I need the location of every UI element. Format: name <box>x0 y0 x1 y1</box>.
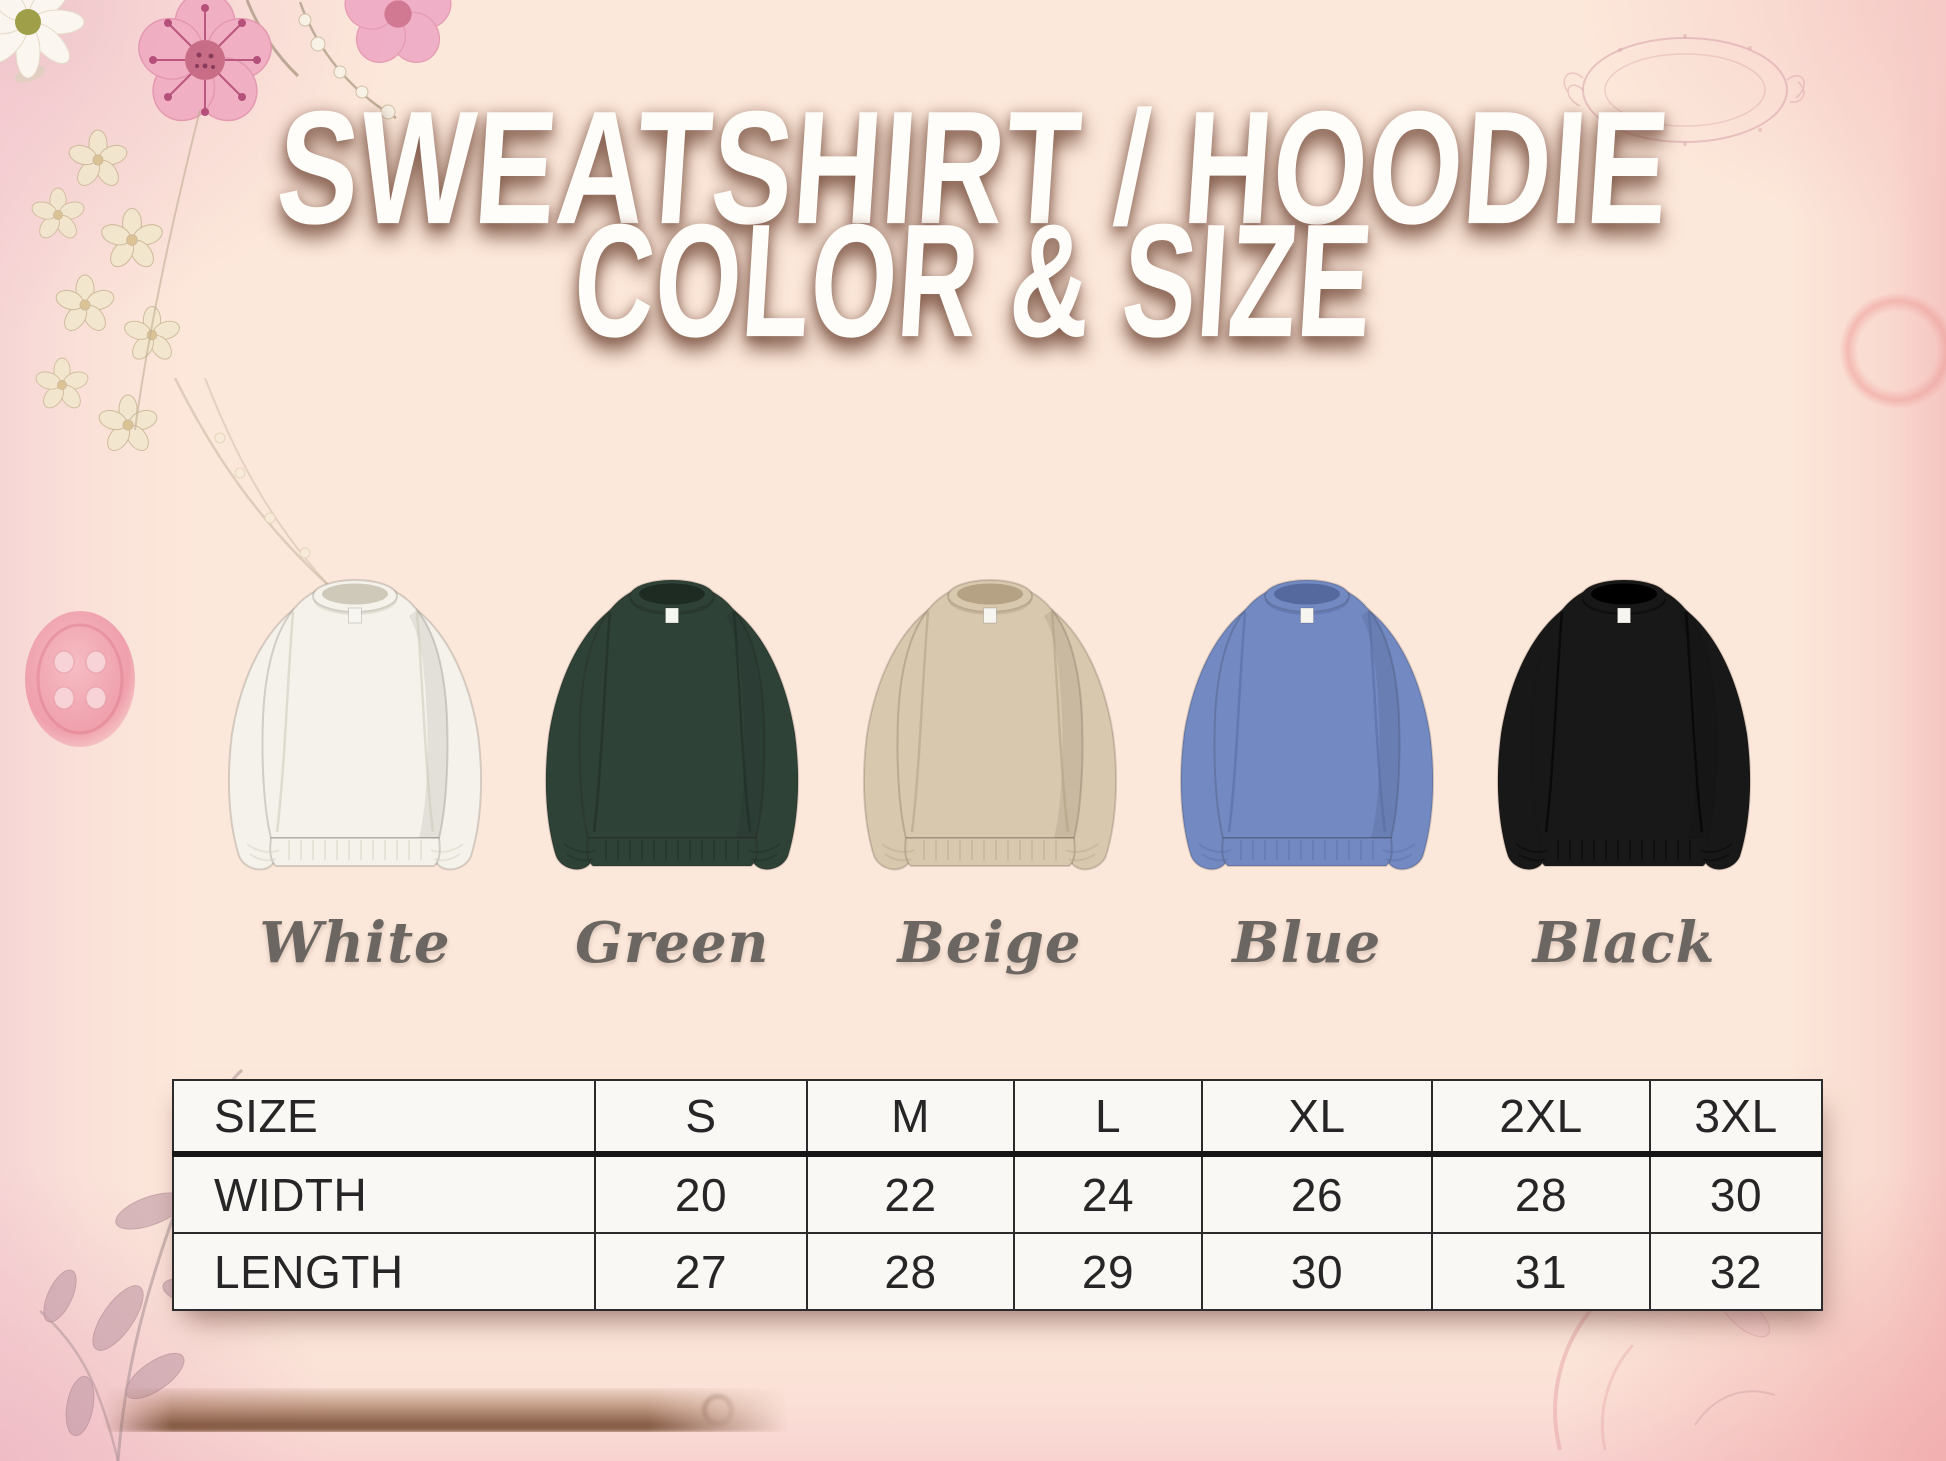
page-title: SWEATSHIRT / HOODIE COLOR & SIZE <box>0 78 1946 371</box>
value-width-xl: 26 <box>1201 1153 1433 1234</box>
color-label: Blue <box>1232 910 1382 976</box>
swatch-blue: Blue <box>1157 566 1457 976</box>
measure-label-length: LENGTH <box>172 1232 596 1311</box>
size-table-row-length: LENGTH 27 28 29 30 31 32 <box>172 1232 1823 1311</box>
size-header-3xl: 3XL <box>1649 1079 1823 1157</box>
value-length-m: 28 <box>806 1232 1015 1311</box>
size-header-2xl: 2XL <box>1431 1079 1651 1157</box>
button-decoration <box>25 611 135 747</box>
ornate-frame-sketch <box>1563 34 1805 146</box>
size-header-s: S <box>594 1079 808 1157</box>
color-label: Green <box>575 910 770 976</box>
color-label: Black <box>1532 910 1716 976</box>
swatch-green: Green <box>522 566 822 976</box>
color-swatches-row: White Green Beige Blue Black <box>205 566 1774 976</box>
sweatshirt-illustration <box>1496 578 1752 871</box>
size-chart-table: SIZE S M L XL 2XL 3XL WIDTH 20 22 24 26 28 30 LENGTH 27… <box>172 1079 1823 1311</box>
value-width-2xl: 28 <box>1431 1153 1651 1234</box>
swatch-black: Black <box>1474 566 1774 976</box>
value-width-3xl: 30 <box>1649 1153 1823 1234</box>
value-width-m: 22 <box>806 1153 1015 1234</box>
corner-flowers-decoration <box>0 0 452 451</box>
size-table-body: SIZE S M L XL 2XL 3XL WIDTH 20 22 24 26 28 30 LENGTH 27… <box>172 1079 1823 1311</box>
value-length-xl: 30 <box>1201 1232 1433 1311</box>
size-header-xl: XL <box>1201 1079 1433 1157</box>
measure-label-width: WIDTH <box>172 1153 596 1234</box>
value-length-l: 29 <box>1013 1232 1203 1311</box>
sweatshirt-illustration <box>1179 578 1435 871</box>
value-length-3xl: 32 <box>1649 1232 1823 1311</box>
swatch-beige: Beige <box>840 566 1140 976</box>
size-header-m: M <box>806 1079 1015 1157</box>
size-table-header-row: SIZE S M L XL 2XL 3XL <box>172 1079 1823 1157</box>
value-width-l: 24 <box>1013 1153 1203 1234</box>
title-line-2: COLOR & SIZE <box>568 190 1378 372</box>
sweatshirt-illustration <box>227 578 483 871</box>
swatch-white: White <box>205 566 505 976</box>
value-length-s: 27 <box>594 1232 808 1311</box>
color-label: White <box>259 910 451 976</box>
daisy-flower <box>0 0 85 79</box>
value-width-s: 20 <box>594 1153 808 1234</box>
twig-decoration <box>102 1388 802 1432</box>
pink-blossom <box>138 0 272 122</box>
sweatshirt-illustration <box>862 578 1117 871</box>
size-table-corner-cell: SIZE <box>172 1079 596 1157</box>
pink-blossom-partial <box>344 0 452 63</box>
value-length-2xl: 31 <box>1431 1232 1651 1311</box>
size-header-l: L <box>1013 1079 1203 1157</box>
cream-flower-cluster <box>31 109 201 451</box>
size-table-row-width: WIDTH 20 22 24 26 28 30 <box>172 1153 1823 1234</box>
color-label: Beige <box>897 910 1082 976</box>
sweatshirt-illustration <box>544 578 800 871</box>
